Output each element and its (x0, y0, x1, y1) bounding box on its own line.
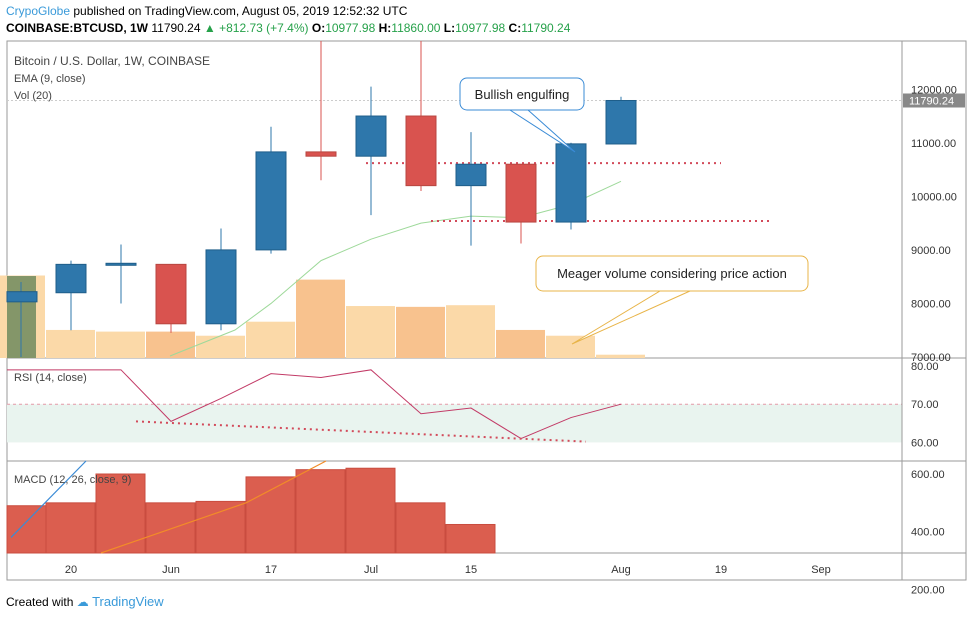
up-triangle-icon: ▲ (203, 21, 216, 35)
legend-ema: EMA (9, close) (14, 73, 86, 85)
rsi-tick-label: 60.00 (911, 437, 939, 449)
price-tick-label: 11000.00 (911, 138, 956, 150)
macd-tick-label: 200.00 (911, 584, 945, 596)
last-price: 11790.24 (151, 21, 201, 35)
candle-body (355, 115, 387, 157)
volume-bar (546, 335, 595, 358)
legend-rsi: RSI (14, close) (14, 372, 87, 384)
candle-body (555, 143, 587, 223)
publish-line: CrypoGlobe published on TradingView.com,… (6, 4, 407, 18)
macd-histogram-bar (195, 500, 246, 554)
last-price-tag-text: 11790.24 (909, 95, 954, 107)
macd-pane (6, 460, 496, 554)
x-tick-label: Jul (364, 564, 378, 576)
close-label: C: (508, 21, 522, 35)
bullish-callout-pointer (508, 109, 576, 153)
price-pane (0, 41, 771, 358)
macd-histogram-bar (395, 502, 446, 554)
open-label: O: (311, 21, 326, 35)
rsi-pane (7, 369, 622, 443)
volume-callout-text: Meager volume considering price action (557, 266, 787, 281)
low-value: 10977.98 (455, 21, 506, 35)
bullish-callout-box (459, 77, 585, 111)
axes: 12000.00 11000.00 10000.00 9000.00 8000.00 70… (65, 84, 965, 596)
bullish-callout-text: Bullish engulfing (475, 87, 570, 102)
low-label: L: (443, 21, 456, 35)
footer: Created with ☁ TradingView (6, 594, 164, 609)
close-value: 11790.24 (521, 21, 571, 35)
macd-histogram-bar (6, 505, 47, 554)
rsi-tick-label: 70.00 (911, 399, 939, 411)
created-with-text: Created with (6, 595, 74, 609)
legend-title: Bitcoin / U.S. Dollar, 1W, COINBASE (14, 54, 210, 68)
legend: Bitcoin / U.S. Dollar, 1W, COINBASE EMA … (14, 54, 210, 486)
x-tick-label: Aug (611, 564, 631, 576)
high-label: H: (378, 21, 392, 35)
high-value: 11860.00 (391, 21, 441, 35)
macd-histogram-bar (295, 469, 346, 554)
macd-histogram-bar (45, 502, 96, 554)
ema-line (169, 180, 622, 357)
macd-histogram-bar (95, 473, 146, 554)
volume-bar (46, 329, 95, 358)
legend-vol: Vol (20) (14, 90, 52, 102)
x-tick-label: 15 (465, 564, 477, 576)
candle-body (255, 151, 287, 251)
price-tick-label: 10000.00 (911, 191, 957, 203)
legend-macd: MACD (12, 26, close, 9) (14, 474, 131, 486)
volume-bar (246, 321, 295, 358)
volume-callout-pointer (571, 290, 691, 345)
x-tick-label: Sep (811, 564, 831, 576)
candle-body (305, 151, 337, 157)
last-price-tag (903, 93, 965, 108)
candle-body (405, 115, 437, 187)
volume-bar (446, 305, 495, 358)
x-tick-label: 19 (715, 564, 727, 576)
candle-body (105, 262, 137, 266)
x-tick-label: 20 (65, 564, 77, 576)
price-tick-label: 12000.00 (911, 84, 957, 96)
volume-callout-box (535, 255, 809, 292)
tradingview-logo-icon: ☁ (76, 595, 89, 609)
volume-bar (396, 306, 445, 358)
candle-body (505, 163, 537, 223)
price-tick-label: 9000.00 (911, 245, 951, 257)
macd-histogram-bar (245, 476, 296, 554)
candle-body (55, 263, 87, 294)
macd-histogram-bar (345, 467, 396, 554)
symbol-text: COINBASE:BTCUSD, 1W (6, 21, 149, 35)
annotations: Bullish engulfing Meager volume consider… (459, 77, 809, 345)
brand-name: CrypoGlobe (6, 4, 71, 18)
rsi-tick-label: 80.00 (911, 361, 939, 373)
volume-bar (346, 306, 395, 358)
x-tick-label: Jun (162, 564, 180, 576)
price-tick-label: 7000.00 (911, 352, 951, 364)
volume-bar (296, 279, 345, 358)
macd-histogram-bar (145, 502, 196, 554)
candle-body (6, 291, 38, 303)
volume-bar (146, 331, 195, 358)
macd-signal-line (100, 460, 327, 554)
volume-bar (96, 331, 145, 358)
candle-body (605, 99, 637, 145)
publish-text: published on TradingView.com, August 05,… (73, 4, 408, 18)
candle-body (155, 263, 187, 325)
macd-line (10, 460, 87, 538)
x-tick-label: 17 (265, 564, 277, 576)
macd-tick-label: 400.00 (911, 527, 945, 539)
price-tick-label: 8000.00 (911, 298, 951, 310)
macd-histogram-bar (445, 523, 496, 554)
volume-bar (596, 354, 645, 358)
open-value: 10977.98 (325, 21, 376, 35)
candle-body (455, 163, 487, 187)
volume-bar (196, 335, 245, 358)
volume-bar (496, 329, 545, 358)
ohlc-line: COINBASE:BTCUSD, 1W 11790.24 ▲ +812.73 (… (6, 21, 570, 35)
macd-tick-label: 600.00 (911, 469, 945, 481)
candle-body (205, 249, 237, 325)
price-change: +812.73 (+7.4%) (219, 21, 309, 35)
tradingview-brand[interactable]: TradingView (92, 594, 164, 609)
